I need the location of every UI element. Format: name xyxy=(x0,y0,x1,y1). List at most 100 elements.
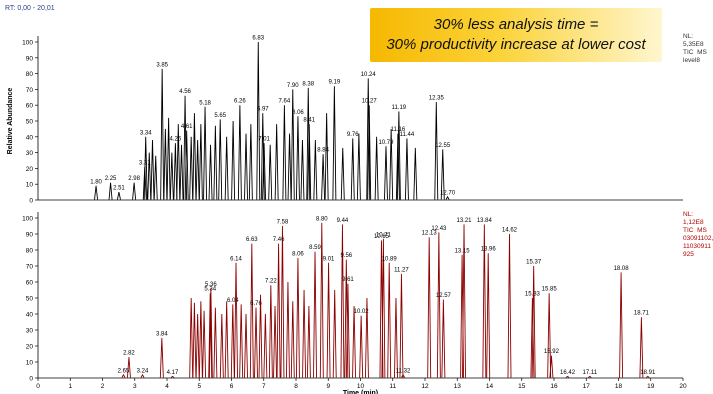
top-peak-label: 5.65 xyxy=(214,113,226,119)
bottom-peak-label: 6.14 xyxy=(230,256,242,262)
bottom-x-tick-label: 2 xyxy=(101,383,105,390)
bottom-peak xyxy=(307,306,310,378)
bottom-peak-label: 5.36 xyxy=(205,282,217,288)
bottom-x-tick-label: 1 xyxy=(68,383,72,390)
bottom-peak-label: 13.96 xyxy=(481,247,497,253)
bottom-x-tick-label: 19 xyxy=(647,383,655,390)
top-peak xyxy=(225,137,228,200)
bottom-x-tick-label: 7 xyxy=(262,383,266,390)
top-peak-label: 1.80 xyxy=(90,179,102,185)
top-peak xyxy=(174,143,177,199)
bottom-peak xyxy=(259,295,262,378)
top-peak xyxy=(245,134,248,200)
top-peak-label: 7.90 xyxy=(287,83,299,89)
top-nl-value: 5,35E8 xyxy=(683,41,704,48)
top-peak-label: 3.34 xyxy=(140,130,152,136)
banner-line-2: 30% productivity increase at lower cost xyxy=(370,36,662,53)
bottom-peak-label: 16.42 xyxy=(560,370,576,376)
bottom-peak-label: 11.27 xyxy=(394,268,409,274)
top-peak xyxy=(177,124,180,199)
bottom-peak xyxy=(122,375,125,378)
top-peak-label: 12.55 xyxy=(435,143,451,149)
bottom-peak-label: 13.15 xyxy=(455,248,471,254)
bottom-peak xyxy=(588,376,591,377)
bottom-peak xyxy=(442,300,445,378)
top-peak xyxy=(219,119,222,199)
bottom-peak xyxy=(203,311,206,378)
top-info-block: NL: 5,35E8 TIC MS level8 xyxy=(683,33,707,65)
top-peak xyxy=(190,137,193,200)
bottom-x-tick-label: 8 xyxy=(294,383,298,390)
top-peak xyxy=(301,140,304,200)
bottom-peak xyxy=(437,232,440,377)
top-peak xyxy=(164,129,167,200)
bottom-peak-label: 13.84 xyxy=(477,218,493,224)
bottom-x-tick-label: 0 xyxy=(36,383,40,390)
top-peak xyxy=(180,145,183,200)
top-y-tick-label: 70 xyxy=(26,87,34,94)
bottom-peak-label: 15.37 xyxy=(526,260,542,266)
bottom-peak-label: 9.01 xyxy=(323,256,335,262)
bottom-peak xyxy=(141,375,144,378)
top-peak xyxy=(414,148,417,200)
bottom-peak-label: 12.43 xyxy=(431,226,447,232)
bottom-peak xyxy=(196,314,199,378)
bottom-peak-label: 9.56 xyxy=(340,253,352,259)
top-peak xyxy=(204,107,207,200)
top-peak xyxy=(238,105,241,199)
top-y-tick-label: 90 xyxy=(26,55,34,62)
top-peak xyxy=(196,140,199,200)
bottom-peak-label: 18.91 xyxy=(640,370,656,376)
bottom-x-tick-label: 12 xyxy=(421,383,429,390)
rt-range-label: RT: 0,00 - 20,01 xyxy=(5,5,55,12)
top-scan-mode: TIC MS xyxy=(683,49,707,56)
bottom-peak xyxy=(269,285,272,377)
top-peak xyxy=(325,113,328,199)
bottom-peak xyxy=(190,298,193,378)
bottom-y-tick-label: 30 xyxy=(26,328,34,335)
bottom-x-tick-label: 17 xyxy=(583,383,591,390)
top-peak-label: 4.56 xyxy=(179,89,191,95)
top-peak xyxy=(167,118,170,200)
top-peak-label: 9.19 xyxy=(329,80,341,86)
bottom-peak xyxy=(274,306,277,378)
bottom-y-tick-label: 90 xyxy=(26,232,34,239)
bottom-info-block: NL: 1,12E8 TIC MS 03091102, 11030911 925 xyxy=(683,211,713,259)
bottom-x-tick-label: 4 xyxy=(165,383,169,390)
bottom-x-tick-label: 6 xyxy=(230,383,234,390)
bottom-peak xyxy=(353,306,356,378)
bottom-peak xyxy=(620,272,623,377)
bottom-peak xyxy=(566,376,569,377)
top-peak-label: 2.25 xyxy=(105,176,117,182)
bottom-peak-label: 8.80 xyxy=(316,216,328,222)
top-peak-label: 6.83 xyxy=(252,36,264,42)
top-peak-label: 2.98 xyxy=(128,176,140,182)
top-peak xyxy=(161,69,164,200)
bottom-peak-label: 18.71 xyxy=(634,311,650,317)
bottom-peak xyxy=(214,308,217,378)
bottom-peak xyxy=(281,226,284,378)
bottom-y-tick-label: 100 xyxy=(22,216,33,223)
top-peak xyxy=(249,124,252,199)
bottom-x-tick-label: 16 xyxy=(550,383,558,390)
bottom-peak-label: 7.58 xyxy=(277,220,289,226)
top-peak xyxy=(209,145,212,200)
bottom-peak-label: 15.33 xyxy=(525,292,541,298)
bottom-peak xyxy=(250,244,253,378)
bottom-peak-label: 12.57 xyxy=(436,293,452,299)
top-peak xyxy=(283,105,286,199)
top-peak xyxy=(193,113,196,199)
top-y-tick-label: 10 xyxy=(26,182,34,189)
bottom-y-tick-label: 10 xyxy=(26,360,34,367)
top-peak-label: 11.44 xyxy=(400,132,415,138)
bottom-peak-label: 8.06 xyxy=(292,252,304,258)
bottom-peak-label: 14.62 xyxy=(502,228,518,234)
top-peak xyxy=(291,89,294,199)
top-nl-label: NL: xyxy=(683,33,693,40)
bottom-peak xyxy=(303,290,306,378)
top-peak-label: 10.27 xyxy=(362,99,378,105)
top-peak xyxy=(199,124,202,199)
bottom-peak xyxy=(286,282,289,378)
top-y-tick-label: 30 xyxy=(26,150,34,157)
bottom-x-tick-label: 20 xyxy=(679,383,687,390)
